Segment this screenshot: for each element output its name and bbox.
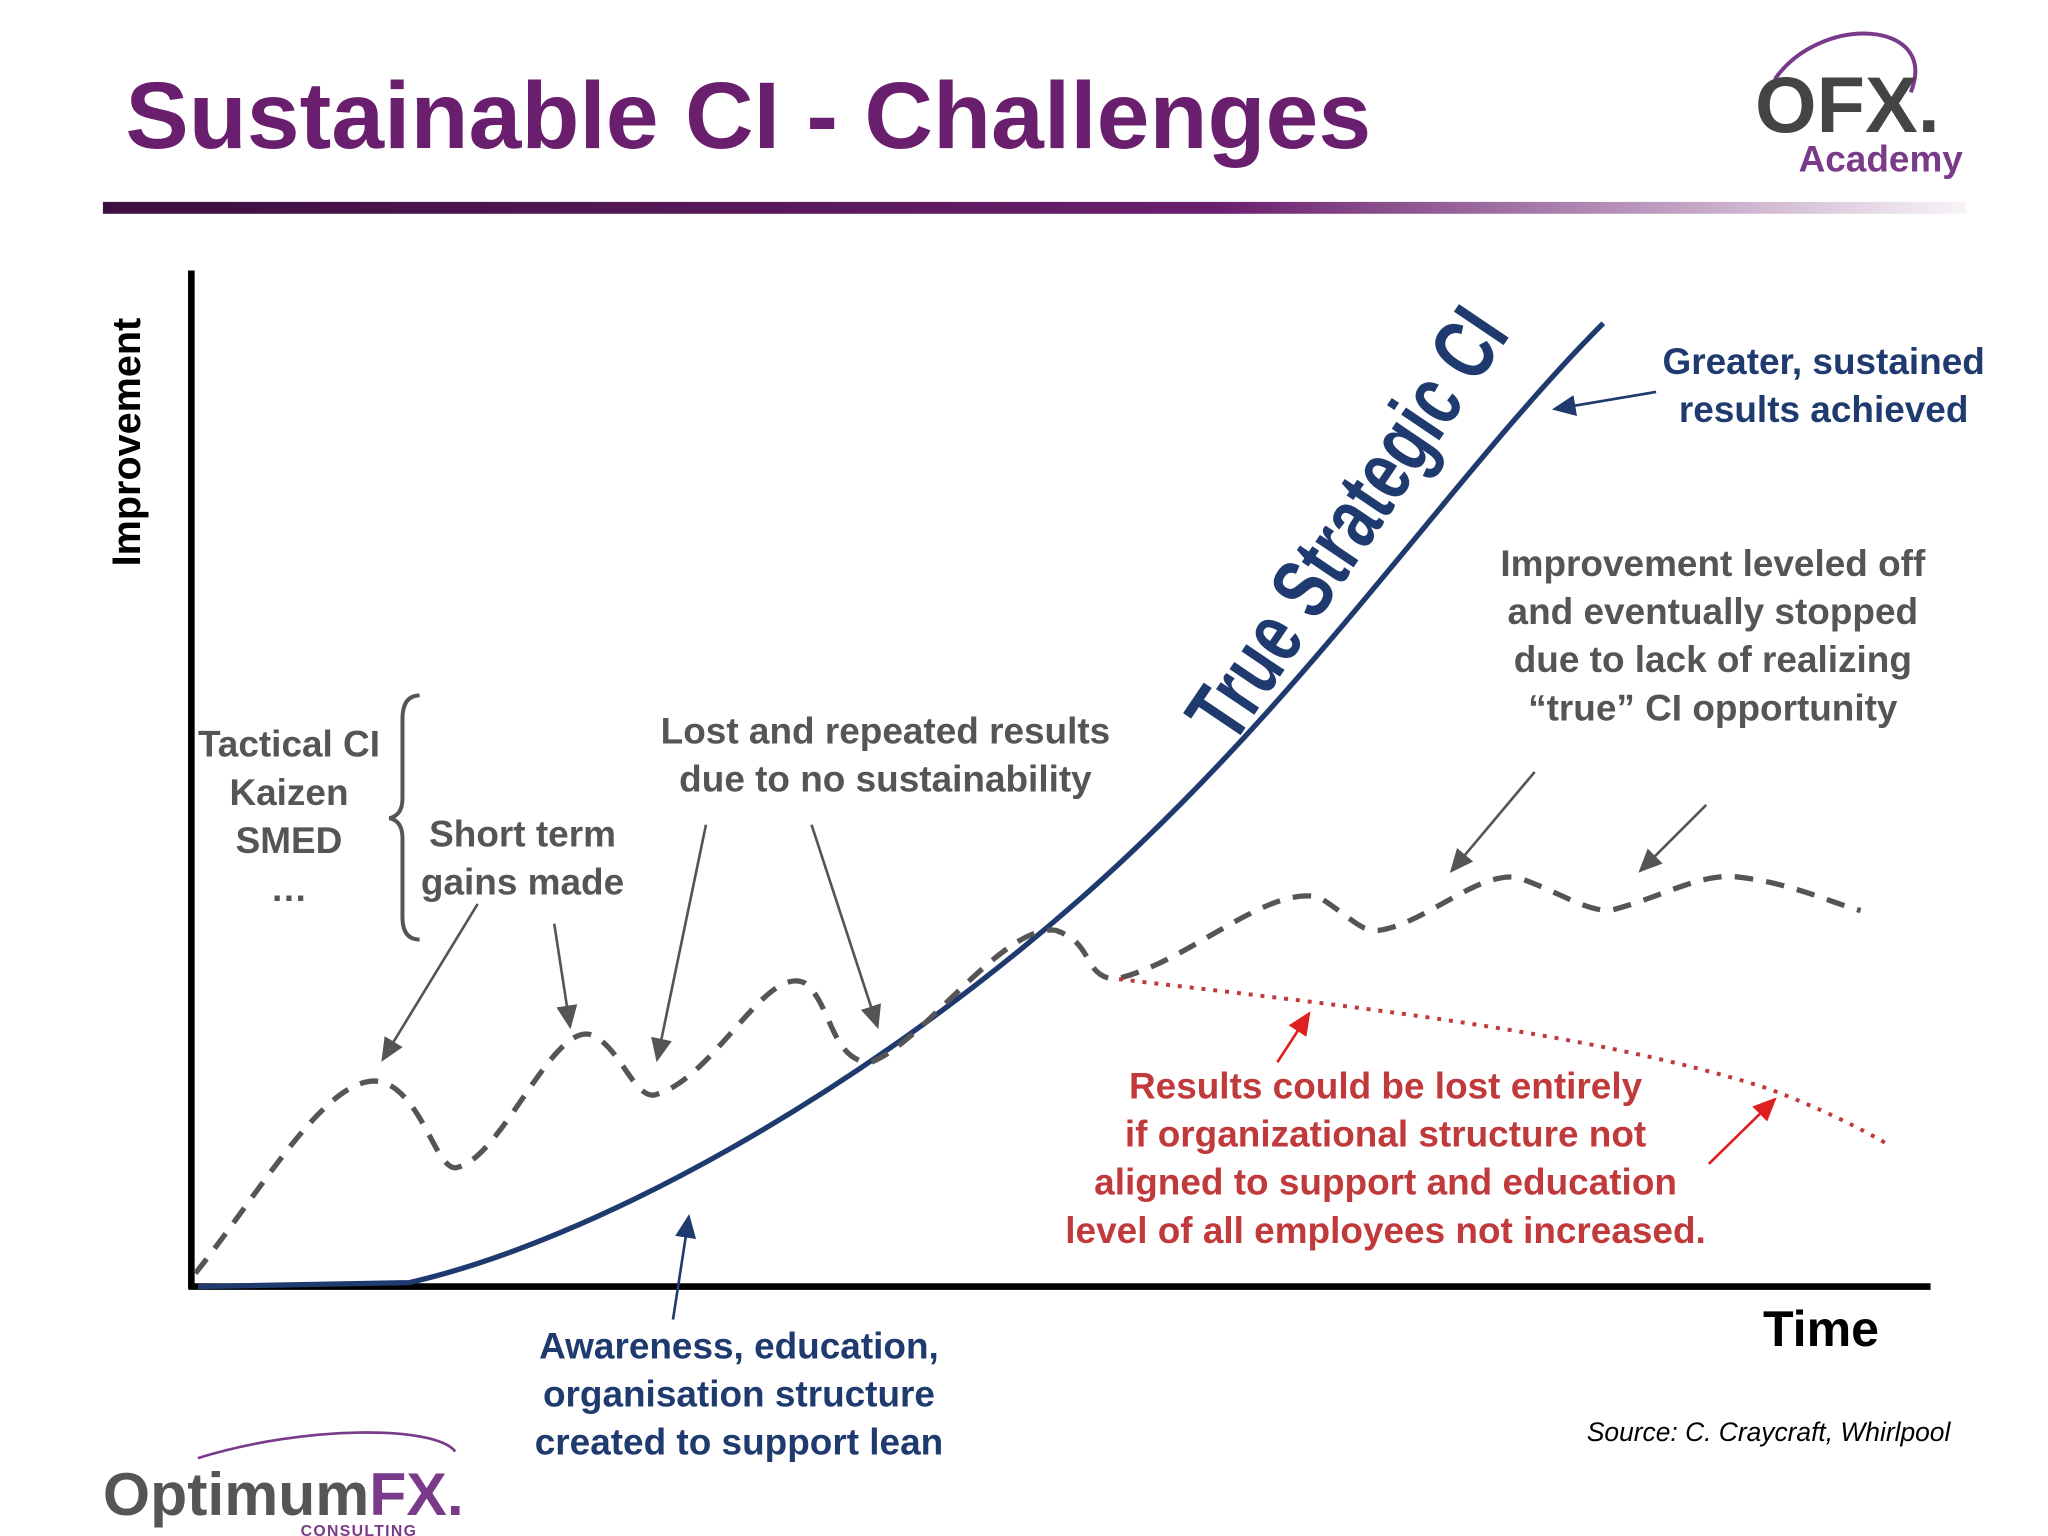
brand-arc	[197, 1431, 457, 1460]
blue-arrows	[671, 390, 1657, 1320]
annotation-line: Results could be lost entirely	[1129, 1065, 1643, 1106]
brace	[388, 693, 420, 942]
annotation-line: Improvement leveled off	[1500, 543, 1926, 584]
gray-arrows	[381, 771, 1708, 1063]
logo-mark: OFX.	[1755, 60, 1940, 149]
logo-sub: Academy	[1799, 139, 1964, 180]
annotation-line: Tactical CI	[198, 724, 380, 765]
curve-label: True Strategic CI	[1168, 291, 1527, 759]
annotation-line: SMED	[236, 820, 343, 861]
annotation-line: Lost and repeated results	[661, 710, 1111, 751]
annotation-line: and eventually stopped	[1508, 591, 1919, 632]
annotation-line: organisation structure	[543, 1374, 935, 1415]
brand-b: FX.	[369, 1460, 463, 1528]
annotation-line: Kaizen	[229, 772, 348, 813]
y-axis-label: Improvement	[105, 318, 149, 567]
annotation-line: Greater, sustained	[1663, 341, 1985, 382]
title-rule	[102, 201, 1967, 214]
annotation-line: Short term	[429, 813, 616, 854]
source: Source: C. Craycraft, Whirlpool	[1587, 1417, 1952, 1447]
annotation-line: results achieved	[1679, 389, 1969, 430]
brand-sub: CONSULTING	[301, 1523, 418, 1536]
red-arrows	[1276, 1011, 1777, 1165]
logo-arc	[1773, 31, 1918, 94]
annotation-line: due to no sustainability	[679, 759, 1092, 800]
brand: OptimumFX.	[103, 1460, 464, 1528]
annotation-line: “true” CI opportunity	[1528, 687, 1898, 728]
strategic-curve	[197, 321, 1606, 1290]
annotation-line: …	[271, 868, 308, 909]
x-axis-label: Time	[1763, 1301, 1879, 1357]
annotation-line: Awareness, education,	[539, 1325, 939, 1366]
annotation-line: if organizational structure not	[1125, 1114, 1646, 1155]
slide-title: Sustainable CI - Challenges	[125, 63, 1371, 169]
annotation-line: gains made	[421, 862, 624, 903]
annotation-line: level of all employees not increased.	[1065, 1210, 1706, 1251]
tactical-curve	[193, 873, 1862, 1276]
annotation-line: aligned to support and education	[1094, 1162, 1677, 1203]
annotation-line: due to lack of realizing	[1514, 639, 1912, 680]
annotations: Greater, sustained results achieved Improv…	[198, 341, 1985, 1463]
brand-a: Optimum	[103, 1460, 369, 1528]
annotation-line: created to support lean	[535, 1422, 943, 1463]
